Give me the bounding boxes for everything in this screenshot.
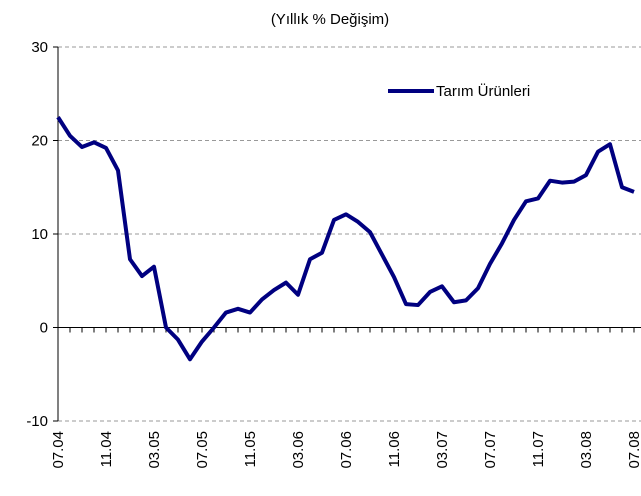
- x-tick-label: 11.06: [386, 431, 403, 467]
- y-tick-label: 20: [31, 133, 48, 150]
- x-tick-label: 03.06: [290, 431, 307, 469]
- x-tick-label: 07.07: [482, 431, 499, 469]
- y-tick-label: 30: [31, 39, 48, 56]
- x-tick-label: 07.05: [194, 431, 211, 469]
- x-tick-label: 03.08: [578, 431, 595, 469]
- y-tick-label: 10: [31, 226, 48, 243]
- x-tick-label: 03.07: [434, 431, 451, 469]
- x-tick-label: 11.04: [98, 431, 115, 467]
- legend-label: Tarım Ürünleri: [436, 82, 530, 100]
- line: [56, 116, 635, 362]
- x-tick-label: 07.04: [50, 431, 67, 469]
- x-tick-label: 11.07: [530, 431, 547, 467]
- x-tick-label: 07.06: [338, 431, 355, 469]
- y-tick-label: 0: [40, 320, 48, 337]
- y-tick-label: -10: [26, 413, 48, 430]
- chart-title: (Yıllık % Değişim): [271, 11, 389, 28]
- x-tick-label: 03.05: [146, 431, 163, 469]
- x-tick-label: 07.08: [626, 431, 641, 469]
- x-tick-label: 11.05: [242, 431, 259, 467]
